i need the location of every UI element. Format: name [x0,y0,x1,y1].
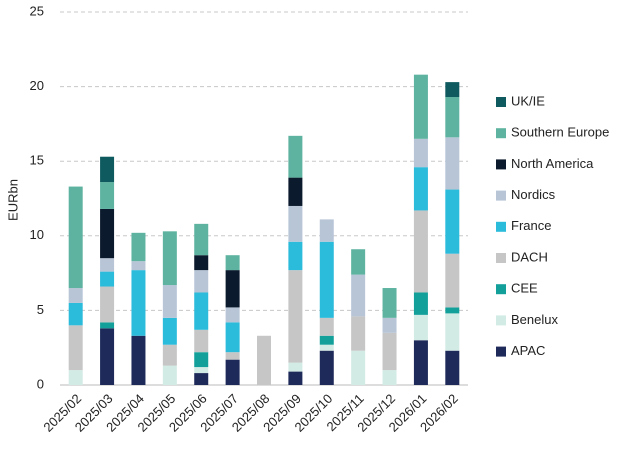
bar-segment [194,373,209,385]
bar-segment [445,189,460,254]
bar-segment [225,359,240,385]
bar-segment [194,329,209,353]
bar-segment [445,307,460,314]
y-axis-label: EURbn [5,179,20,221]
bar-segment [194,270,209,293]
bar-segment [351,249,366,275]
bar-segment [319,241,334,318]
bar-segment [100,271,115,287]
legend-label: CEE [511,281,538,296]
bar-segment [162,365,177,385]
bar-segment [319,317,334,336]
bar-segment [319,219,334,242]
bar-segment [382,288,397,318]
bar-segment [100,286,115,323]
bar-segment [162,285,177,318]
bar-segment [68,302,83,326]
y-tick-label: 10 [30,227,44,242]
bar-segment [68,370,83,385]
bar-segment [288,241,303,271]
bar-segment [445,350,460,385]
bar-segment [162,317,177,345]
bar-segment [413,292,428,315]
bar-segment [257,335,271,385]
bar-segment [225,322,240,353]
legend-label: Nordics [511,187,556,202]
legend-swatch [496,128,506,139]
legend-label: France [511,218,551,233]
bar-segment [68,288,83,303]
y-tick-label: 0 [37,376,44,391]
legend-swatch [496,346,506,357]
bar-segment [194,352,209,368]
bar-segment [382,370,397,385]
bar-segment [351,274,366,317]
legend-swatch [496,221,506,232]
bar-segment [445,137,460,190]
bar-segment [100,258,115,272]
bar-segment [100,322,115,329]
bar-segment [319,335,334,345]
bar-segment [100,208,115,259]
bar-segment [68,325,83,371]
legend-swatch [496,97,506,107]
bar-segment [225,255,240,271]
bar-segment [100,182,115,209]
bar-segment [162,231,177,286]
bar-segment [445,82,460,98]
bar-segment [351,316,366,351]
bar-segment [100,328,115,385]
bar-segment [131,232,146,262]
legend-label: Southern Europe [511,125,609,140]
bar-segment [413,314,428,341]
bar-segment [194,223,209,256]
bar-segment [382,332,397,371]
bar-segment [288,205,303,242]
bar-segment [100,156,115,183]
legend-label: DACH [511,249,548,264]
legend-swatch [496,284,506,295]
bar-segment [225,307,240,323]
legend-swatch [496,159,506,170]
bar-segment [194,367,209,374]
bar-segment [288,177,303,206]
bar-segment [131,270,146,336]
bar-segment [162,344,177,366]
bar-segment [131,335,146,385]
legend-label: APAC [511,343,545,358]
bar-segment [351,350,366,385]
y-tick-label: 15 [30,153,44,168]
legend-swatch [496,190,506,201]
bar-segment [413,138,428,168]
bar-segment [445,313,460,351]
legend-label: North America [511,156,594,171]
bar-segment [288,270,303,363]
bar-segment [225,352,240,360]
bar-segment [445,253,460,308]
bar-segment [382,317,397,333]
legend-swatch [496,315,506,326]
bar-segment [225,270,240,308]
legend-label: UK/IE [511,93,545,108]
bar-segment [68,186,83,289]
y-tick-label: 20 [30,78,44,93]
bar-segment [413,340,428,385]
legend-label: Benelux [511,312,558,327]
legend-swatch [496,253,506,263]
bar-segment [319,344,334,351]
y-tick-label: 5 [37,302,44,317]
bar-segment [288,362,303,372]
bar-segment [319,350,334,385]
bar-segment [131,261,146,271]
bar-segment [413,167,428,211]
bar-segment [413,210,428,293]
bar-segment [194,255,209,271]
bar-segment [288,371,303,385]
bar-segment [413,74,428,139]
bar-segment [194,292,209,330]
bar-segment [288,135,303,178]
bar-segment [445,97,460,138]
y-tick-label: 25 [30,3,44,18]
